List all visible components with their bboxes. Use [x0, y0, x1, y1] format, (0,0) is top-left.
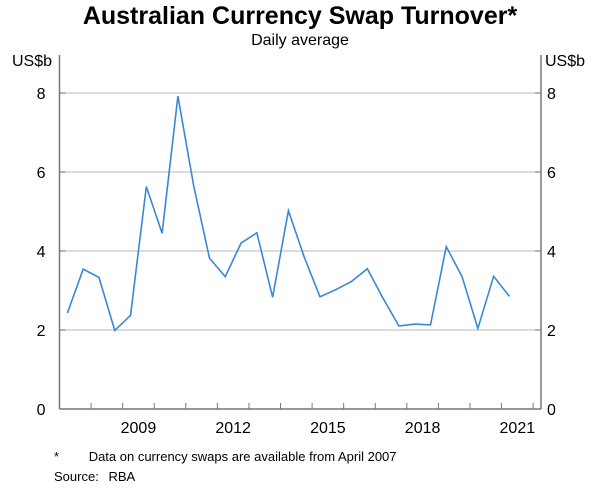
x-tick-label: 2021	[500, 420, 536, 437]
y-axis-unit-right: US$b	[545, 53, 586, 70]
y-tick-label-left: 0	[37, 402, 46, 419]
y-tick-label-right: 6	[547, 165, 556, 182]
x-tick-label: 2018	[405, 420, 441, 437]
y-tick-label-right: 0	[547, 402, 556, 419]
y-tick-label-left: 6	[37, 165, 46, 182]
source-label: Source:	[54, 469, 99, 484]
x-tick-label: 2012	[215, 420, 251, 437]
y-tick-label-right: 8	[547, 86, 556, 103]
source-note: Source: RBA	[54, 469, 135, 484]
x-tick-label: 2009	[121, 420, 157, 437]
y-tick-label-left: 4	[37, 244, 46, 261]
y-tick-label-right: 4	[547, 244, 556, 261]
chart-subtitle: Daily average	[251, 32, 349, 49]
series-line	[66, 96, 511, 332]
y-tick-label-left: 2	[37, 323, 46, 340]
y-tick-label-left: 8	[37, 86, 46, 103]
footnote-text: Data on currency swaps are available fro…	[88, 449, 397, 464]
footnote: * Data on currency swaps are available f…	[54, 449, 397, 464]
footnote-marker: *	[54, 449, 60, 464]
y-axis-unit-left: US$b	[12, 53, 53, 70]
x-tick-label: 2015	[310, 420, 346, 437]
chart-title: Australian Currency Swap Turnover*	[82, 2, 518, 30]
source-text: RBA	[108, 469, 136, 484]
y-tick-label-right: 2	[547, 323, 556, 340]
